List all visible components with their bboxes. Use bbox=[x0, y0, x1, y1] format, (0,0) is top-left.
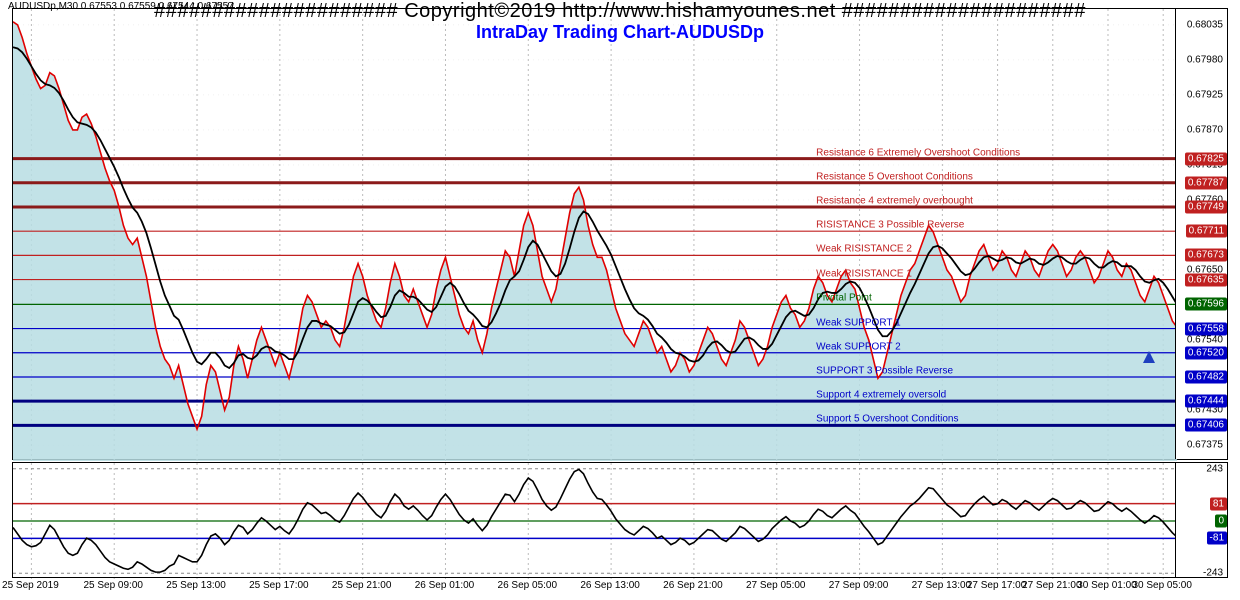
signal-arrow-icon bbox=[1143, 351, 1155, 363]
level-price-tag: 0.67558 bbox=[1185, 322, 1227, 335]
time-tick: 30 Sep 05:00 bbox=[1132, 580, 1192, 591]
oscillator-plot bbox=[13, 463, 1177, 579]
level-price-tag: 0.67749 bbox=[1185, 200, 1227, 213]
level-price-tag: 0.67711 bbox=[1186, 225, 1227, 238]
level-price-tag: 0.67406 bbox=[1185, 419, 1227, 432]
time-tick: 25 Sep 2019 bbox=[2, 580, 59, 591]
oscillator-level-tag: 0 bbox=[1215, 515, 1227, 528]
price-panel[interactable]: 0.680350.679800.679250.678700.678150.677… bbox=[12, 8, 1228, 460]
oscillator-y-axis: 243 -243 81 -81 0 bbox=[1175, 463, 1227, 577]
time-axis: 25 Sep 201925 Sep 09:0025 Sep 13:0025 Se… bbox=[12, 580, 1176, 596]
oscillator-y-tick: -243 bbox=[1203, 568, 1223, 579]
time-tick: 27 Sep 13:00 bbox=[912, 580, 972, 591]
time-tick: 25 Sep 09:00 bbox=[83, 580, 143, 591]
level-price-tag: 0.67825 bbox=[1185, 152, 1227, 165]
price-y-axis: 0.680350.679800.679250.678700.678150.677… bbox=[1175, 9, 1227, 459]
level-price-tag: 0.67635 bbox=[1185, 273, 1227, 286]
time-tick: 27 Sep 09:00 bbox=[829, 580, 889, 591]
level-price-tag: 0.67787 bbox=[1185, 176, 1227, 189]
oscillator-level-tag: -81 bbox=[1207, 532, 1227, 545]
level-price-tag: 0.67520 bbox=[1185, 346, 1227, 359]
time-tick: 30 Sep 01:00 bbox=[1077, 580, 1137, 591]
time-tick: 26 Sep 05:00 bbox=[498, 580, 558, 591]
level-price-tag: 0.67482 bbox=[1185, 370, 1227, 383]
time-tick: 27 Sep 21:00 bbox=[1022, 580, 1082, 591]
price-y-tick: 0.67925 bbox=[1187, 89, 1223, 100]
time-tick: 26 Sep 21:00 bbox=[663, 580, 723, 591]
time-tick: 27 Sep 05:00 bbox=[746, 580, 806, 591]
time-tick: 25 Sep 21:00 bbox=[332, 580, 392, 591]
price-y-tick: 0.68035 bbox=[1187, 19, 1223, 30]
level-price-tag: 0.67673 bbox=[1185, 249, 1227, 262]
time-tick: 25 Sep 13:00 bbox=[166, 580, 226, 591]
oscillator-panel[interactable]: 243 -243 81 -81 0 bbox=[12, 462, 1228, 578]
oscillator-y-tick: 243 bbox=[1206, 463, 1223, 474]
time-tick: 27 Sep 17:00 bbox=[967, 580, 1027, 591]
time-tick: 26 Sep 01:00 bbox=[415, 580, 475, 591]
price-y-tick: 0.67540 bbox=[1187, 335, 1223, 346]
oscillator-level-tag: 81 bbox=[1210, 497, 1227, 510]
level-price-tag: 0.67596 bbox=[1185, 298, 1227, 311]
price-y-tick: 0.67375 bbox=[1187, 440, 1223, 451]
price-y-tick: 0.67870 bbox=[1187, 124, 1223, 135]
chart-stage: ##################### Copyright©2019 htt… bbox=[0, 0, 1240, 600]
price-y-tick: 0.67980 bbox=[1187, 54, 1223, 65]
time-tick: 26 Sep 13:00 bbox=[580, 580, 640, 591]
price-plot bbox=[13, 9, 1177, 461]
time-tick: 25 Sep 17:00 bbox=[249, 580, 309, 591]
level-price-tag: 0.67444 bbox=[1185, 395, 1227, 408]
